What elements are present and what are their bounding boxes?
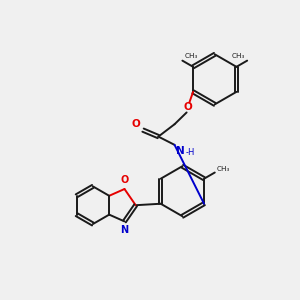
Text: CH₃: CH₃: [184, 53, 198, 59]
Text: O: O: [183, 102, 192, 112]
Text: O: O: [120, 176, 129, 185]
Text: N: N: [176, 146, 185, 156]
Text: O: O: [131, 119, 140, 129]
Text: N: N: [120, 225, 129, 235]
Text: -H: -H: [186, 148, 195, 157]
Text: CH₃: CH₃: [232, 53, 245, 59]
Text: CH₃: CH₃: [217, 166, 230, 172]
